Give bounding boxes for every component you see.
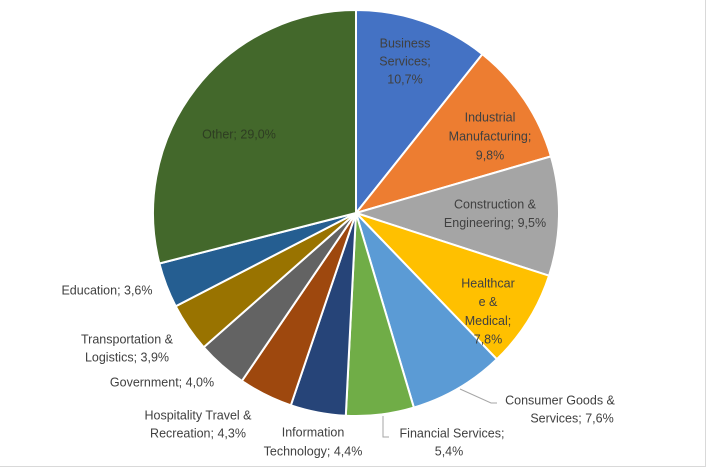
data-label-line: Logistics; 3,9% xyxy=(85,351,169,365)
slice-industrial-manufacturing xyxy=(353,52,553,215)
data-label-line: Medical; xyxy=(465,314,512,328)
slice-business-services xyxy=(355,8,484,216)
data-label-line: 5,4% xyxy=(435,445,464,459)
data-label-healthcare-medical: Healthcar e & Medical; 7,8% xyxy=(461,277,515,347)
slices xyxy=(152,8,560,417)
data-label-consumer-goods-services: Consumer Goods & Services; 7,6% xyxy=(505,394,615,426)
data-label-information-technology: Information Technology; 4,4% xyxy=(264,426,363,459)
data-label-line: e & xyxy=(479,295,498,309)
data-label-line: Healthcar xyxy=(461,277,515,291)
data-label-hospitality-travel-recreation: Hospitality Travel & Recreation; 4,3% xyxy=(145,409,253,441)
data-label-other: Other; 29,0% xyxy=(202,128,276,142)
leader-line-financial-services xyxy=(382,416,389,438)
data-label-line: Services; 7,6% xyxy=(530,412,613,426)
data-label-line: Hospitality Travel & xyxy=(145,409,253,423)
data-label-transportation-logistics: Transportation & Logistics; 3,9% xyxy=(81,333,174,365)
data-label-line: 9,8% xyxy=(476,149,505,163)
data-label-line: Other; 29,0% xyxy=(202,128,276,142)
data-label-line: Manufacturing; xyxy=(449,130,532,144)
data-label-line: Education; 3,6% xyxy=(61,284,152,298)
data-label-construction-engineering: Construction & Engineering; 9,5% xyxy=(444,198,546,231)
data-label-government: Government; 4,0% xyxy=(110,376,214,390)
slice-healthcare-medical xyxy=(355,212,551,361)
data-labels: Business Services; 10,7% Industrial Manufact… xyxy=(61,37,615,459)
slice-other xyxy=(152,8,357,265)
slice-construction-engineering xyxy=(352,155,560,277)
data-label-line: Information xyxy=(282,426,345,440)
data-label-line: Recreation; 4,3% xyxy=(150,427,246,441)
data-label-line: 7,8% xyxy=(474,333,503,347)
data-label-industrial-manufacturing: Industrial Manufacturing; 9,8% xyxy=(449,111,532,163)
data-label-line: 10,7% xyxy=(387,73,422,87)
data-label-line: Construction & xyxy=(454,198,537,212)
data-label-line: Financial Services; xyxy=(400,427,505,441)
data-label-business-services: Business Services; 10,7% xyxy=(379,37,430,87)
leader-line-consumer-goods xyxy=(459,388,497,404)
slice-consumer-goods-services xyxy=(355,212,499,409)
data-label-line: Business xyxy=(380,37,431,51)
data-label-financial-services: Financial Services; 5,4% xyxy=(400,427,505,459)
data-label-education: Education; 3,6% xyxy=(61,284,152,298)
data-label-line: Industrial xyxy=(465,111,516,125)
data-label-line: Technology; 4,4% xyxy=(264,445,363,459)
data-label-line: Engineering; 9,5% xyxy=(444,216,546,230)
data-label-line: Transportation & xyxy=(81,333,174,347)
data-label-line: Services; xyxy=(379,55,430,69)
data-label-line: Consumer Goods & xyxy=(505,394,615,408)
data-label-line: Government; 4,0% xyxy=(110,376,214,390)
